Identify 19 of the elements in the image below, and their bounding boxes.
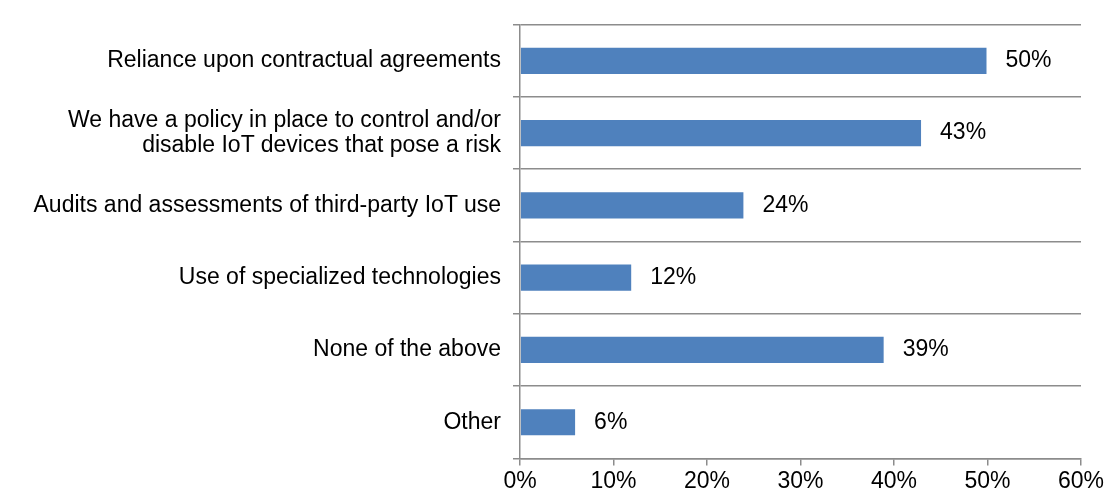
- y-tick-label: Other: [443, 407, 502, 434]
- y-tick-label: Reliance upon contractual agreements: [107, 46, 501, 73]
- x-tick-label: 30%: [777, 466, 824, 493]
- y-tick-label: We have a policy in place to control and/or disable IoT devices that pose a risk: [68, 105, 502, 158]
- x-tick-label: 50%: [964, 466, 1011, 493]
- data-label: 43%: [940, 118, 987, 145]
- x-tick-label: 10%: [590, 466, 637, 493]
- x-tick-label: 40%: [870, 466, 918, 493]
- data-label: 24%: [762, 190, 809, 217]
- y-tick-label: Audits and assessments of third-party IoT use: [33, 190, 501, 217]
- y-tick-label: Use of specialized technologies: [178, 263, 501, 290]
- x-tick-label: 20%: [683, 466, 731, 493]
- x-tick-label: 60%: [1057, 466, 1105, 493]
- data-label: 39%: [902, 335, 949, 362]
- y-tick-label: None of the above: [313, 335, 501, 362]
- x-tick-label: 0%: [503, 466, 537, 493]
- data-label: 6%: [594, 407, 628, 434]
- data-label: 12%: [650, 263, 697, 290]
- data-label: 50%: [1005, 46, 1052, 73]
